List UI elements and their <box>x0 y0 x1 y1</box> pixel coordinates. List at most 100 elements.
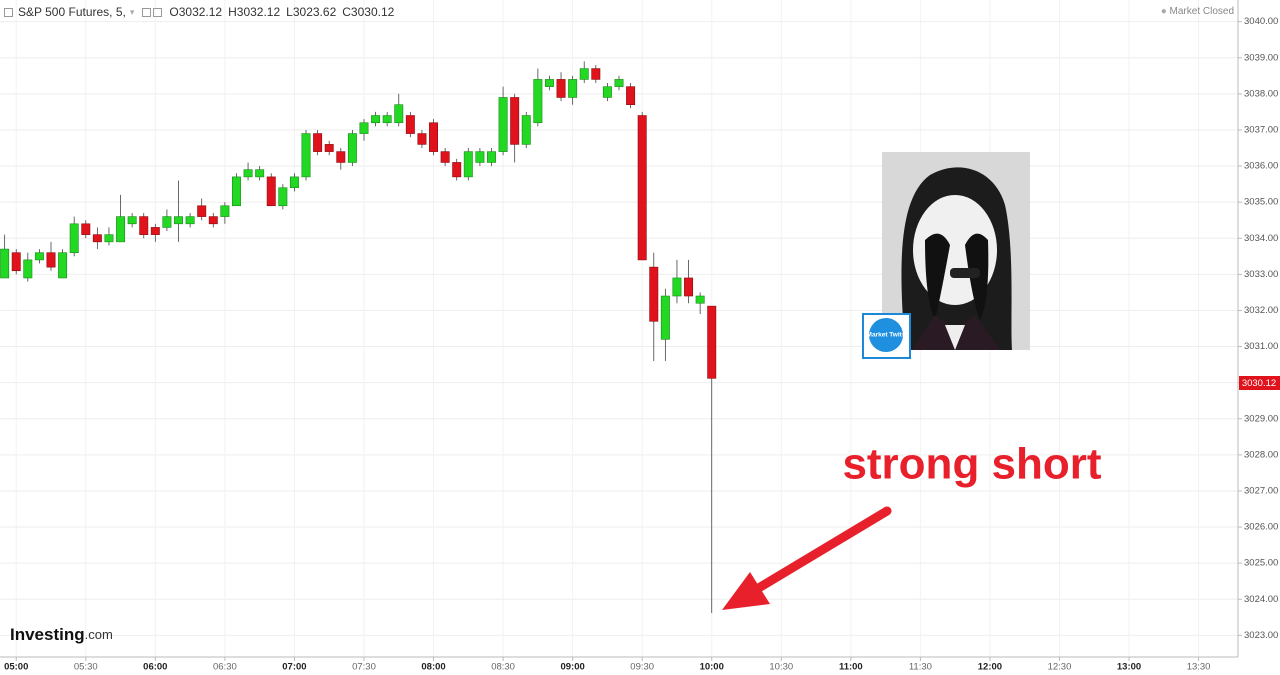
candle-body <box>591 68 601 80</box>
last-price: 3030.12 <box>1242 378 1276 389</box>
y-tick-label: 3025.00 <box>1244 558 1278 569</box>
market-status: ● Market Closed <box>1160 6 1234 17</box>
dropdown[interactable]: ▾ <box>129 6 135 17</box>
candle-body <box>498 97 508 152</box>
y-tick-label: 3031.00 <box>1244 341 1278 352</box>
x-tick-label: 07:30 <box>352 662 376 673</box>
candle-body <box>521 115 531 145</box>
candle-body <box>579 68 589 80</box>
candle-body <box>417 133 427 145</box>
ohlc-value: 3030.12 <box>350 5 395 19</box>
x-tick-label: 06:00 <box>143 662 167 673</box>
x-tick-label: 12:30 <box>1048 662 1072 673</box>
candle-body <box>313 133 323 152</box>
x-tick-label: 10:30 <box>769 662 793 673</box>
close-icon[interactable] <box>153 7 163 17</box>
candle-body <box>266 176 276 207</box>
y-tick-label: 3038.00 <box>1244 88 1278 99</box>
candle-body <box>463 151 473 178</box>
candle-body <box>707 305 717 379</box>
candle-body <box>660 295 670 340</box>
candle-body <box>58 252 68 279</box>
y-tick-label: 3024.00 <box>1244 594 1278 605</box>
header: S&P 500 Futures, 5, ▾ O 3032.12 H 3032.12 … <box>4 5 394 19</box>
candle-body <box>220 205 230 217</box>
badge: Market Twits <box>862 313 911 359</box>
candle-body <box>116 216 126 243</box>
arrow <box>722 506 892 610</box>
candle-body <box>23 259 33 279</box>
candle-body <box>556 79 566 98</box>
candle-body <box>255 169 265 178</box>
last-price-tag <box>1239 376 1280 390</box>
y-tick-label: 3037.00 <box>1244 124 1278 135</box>
candle-body <box>243 169 253 178</box>
axis-labels: 3023.00 3024.00 3025.00 3026.00 3027.00 3028.… <box>4 16 1278 672</box>
status-text: Market Closed <box>1169 6 1234 17</box>
y-tick-label: 3028.00 <box>1244 449 1278 460</box>
x-tick-label: 09:00 <box>560 662 584 673</box>
grid <box>0 0 1238 657</box>
candles <box>0 61 717 613</box>
y-tick-label: 3036.00 <box>1244 161 1278 172</box>
settings-icon[interactable] <box>142 7 152 17</box>
candle-body <box>336 151 346 163</box>
x-tick-label: 06:30 <box>213 662 237 673</box>
candle-body <box>174 216 183 225</box>
y-tick-label: 3029.00 <box>1244 413 1278 424</box>
candle-body <box>69 223 79 253</box>
candle-body <box>278 187 288 207</box>
candle-body <box>440 151 450 163</box>
collapse-icon[interactable] <box>4 7 13 17</box>
y-tick-label: 3034.00 <box>1244 233 1278 244</box>
candle-body <box>34 252 44 261</box>
candle-body <box>324 144 334 152</box>
candle-body <box>92 234 102 243</box>
candle-body <box>602 86 612 98</box>
x-tick-label: 08:30 <box>491 662 515 673</box>
candle-body <box>46 252 56 268</box>
candle-body <box>11 252 21 272</box>
brand-suffix: .com <box>85 627 113 642</box>
candle-body <box>614 79 624 87</box>
ohlc-key: C <box>342 5 351 19</box>
candle-body <box>568 79 578 98</box>
y-tick-label: 3040.00 <box>1244 16 1278 27</box>
candle-body <box>185 216 195 225</box>
candle-body <box>487 151 496 163</box>
x-tick-label: 05:00 <box>4 662 28 673</box>
ohlc-value: 3023.62 <box>292 5 337 19</box>
x-tick-label: 13:30 <box>1187 662 1211 673</box>
title: S&P 500 Futures, 5, <box>18 5 126 19</box>
candle-body <box>452 162 462 178</box>
candle-body <box>289 176 299 189</box>
x-tick-label: 12:00 <box>978 662 1002 673</box>
candle-body <box>127 216 137 225</box>
brand: Investing.com <box>10 625 113 644</box>
x-tick-label: 08:00 <box>421 662 445 673</box>
candle-body <box>208 216 218 225</box>
candle-body <box>139 216 149 235</box>
x-tick-label: 09:30 <box>630 662 654 673</box>
candle-body <box>672 277 682 297</box>
candle-body <box>405 115 415 134</box>
candle-body <box>347 133 357 163</box>
candle-body <box>382 115 392 124</box>
candle-body <box>231 176 241 207</box>
candle-body <box>684 277 694 297</box>
candle-body <box>359 122 369 134</box>
y-tick-label: 3027.00 <box>1244 485 1278 496</box>
candle-body <box>475 151 485 163</box>
candle-body <box>626 86 636 105</box>
ohlc-key: L <box>286 5 293 19</box>
photo <box>882 152 1030 350</box>
x-tick-label: 05:30 <box>74 662 98 673</box>
candle-body <box>162 216 172 228</box>
candle-body <box>429 122 439 152</box>
candle-body <box>544 79 554 87</box>
y-tick-label: 3039.00 <box>1244 52 1278 63</box>
ohlc-value: 3032.12 <box>236 5 281 19</box>
candle-body <box>197 205 207 217</box>
